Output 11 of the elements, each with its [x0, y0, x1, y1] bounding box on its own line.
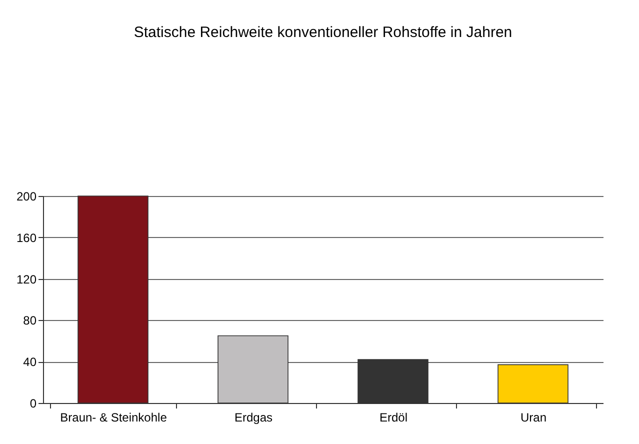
x-tick-label: Braun- & Steinkohle	[60, 410, 168, 424]
x-tick-label: Erdöl	[379, 410, 408, 424]
y-tick-label: 120	[16, 272, 37, 286]
y-tick-label: 80	[23, 314, 37, 328]
chart-title: Statische Reichweite konventioneller Rohstoffe in Jahren	[134, 24, 512, 41]
y-tick-label: 0	[30, 396, 37, 410]
y-tick-label: 40	[23, 355, 37, 370]
y-tick-label: 160	[16, 230, 37, 245]
x-tick-label: Erdgas	[234, 410, 273, 424]
x-tick-label: Uran	[520, 410, 547, 424]
y-tick-label: 200	[16, 190, 37, 204]
